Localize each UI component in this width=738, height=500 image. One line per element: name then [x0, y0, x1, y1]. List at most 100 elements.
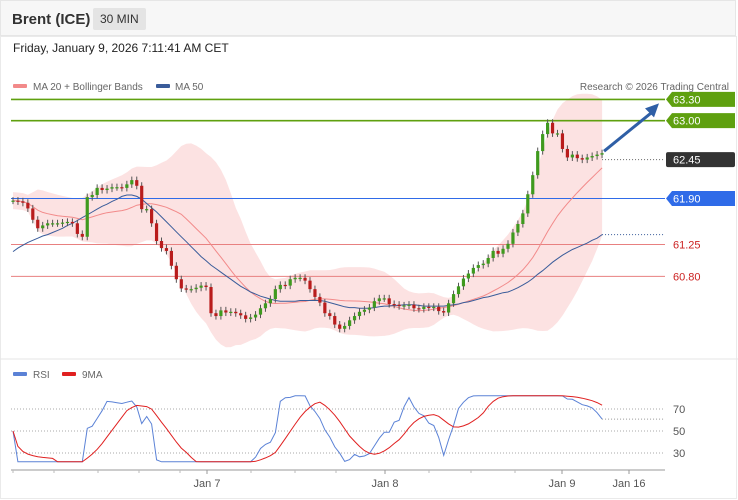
arrow-head [645, 103, 659, 118]
x-tick-label: Jan 7 [194, 478, 221, 490]
candle-body [481, 263, 485, 266]
candle-body [392, 304, 396, 306]
candle-body [130, 180, 134, 185]
candle-body [521, 213, 525, 225]
candle-body [31, 208, 35, 220]
candle-body [169, 250, 173, 266]
candle-body [278, 284, 282, 290]
candle-body [145, 209, 149, 211]
ma50-line [12, 194, 603, 309]
candle-body [214, 313, 218, 317]
candle-body [412, 304, 416, 309]
candle-body [189, 289, 193, 291]
candle-body [140, 185, 144, 210]
candle-body [357, 311, 362, 317]
candle-body [224, 310, 228, 313]
candle-body [447, 303, 451, 313]
legend-swatch-rsi [13, 372, 27, 376]
bollinger-band-area [13, 93, 603, 348]
candle-body [51, 223, 55, 225]
candle-body [234, 311, 238, 314]
candle-body [70, 221, 74, 224]
candle-body [239, 313, 243, 316]
candle-body [179, 279, 183, 289]
candle-body [422, 306, 426, 309]
legend-swatch-ma50 [156, 84, 170, 88]
rsi-level-label-70: 70 [673, 404, 685, 416]
projection-arrow [603, 103, 659, 153]
candle-body [194, 287, 198, 290]
candle-body [437, 306, 441, 312]
moving-averages [12, 167, 665, 312]
candle-body [125, 184, 129, 188]
candle-body [26, 202, 30, 209]
candle-body [80, 233, 84, 237]
candle-body [328, 313, 332, 317]
resistance-label-0: 63.30 [673, 94, 701, 106]
legend-label-ma20: MA 20 + Bollinger Bands [33, 82, 143, 93]
candle-body [258, 308, 263, 315]
candle-body [511, 232, 515, 244]
candle-body [486, 257, 490, 264]
candle-body [546, 122, 550, 135]
candle-body [36, 219, 40, 229]
rsi-level-label-50: 50 [673, 426, 685, 438]
candle-body [55, 223, 60, 225]
candle-body [456, 286, 461, 295]
candle-body [501, 248, 505, 254]
candle-body [100, 187, 104, 191]
candle-body [249, 317, 253, 319]
legend-swatch-9ma [62, 372, 76, 376]
candle-body [293, 277, 297, 280]
candle-body [159, 241, 164, 249]
bollinger-bands [13, 93, 603, 348]
price-levels: 63.30 63.00 62.45 61.90 61.25 60.80 [11, 91, 735, 283]
candle-body [565, 148, 569, 158]
candle-body [90, 194, 94, 198]
candle-body [174, 265, 178, 280]
candle-body [461, 278, 466, 287]
candle-body [476, 265, 480, 268]
candle-body [451, 294, 456, 304]
time-axis: Jan 7 Jan 8 Jan 9 Jan 16 [11, 469, 665, 490]
candle-body [219, 310, 223, 317]
candle-body [506, 243, 510, 249]
candle-body [333, 316, 337, 325]
candle-body [496, 250, 500, 254]
candle-body [362, 309, 367, 312]
instrument-title: Brent (ICE) [12, 11, 91, 28]
candle-body [595, 154, 599, 157]
legend-swatch-ma20 [13, 84, 27, 88]
candle-body [85, 197, 89, 237]
pivot-label-3: 61.90 [673, 194, 701, 206]
candle-body [432, 306, 436, 309]
support-label-4: 61.25 [673, 240, 701, 252]
candle-body [550, 122, 555, 134]
candle-body [318, 296, 322, 303]
candle-body [417, 308, 421, 310]
chart-header: Brent (ICE) 30 MIN [0, 0, 736, 36]
candle-body [283, 284, 287, 287]
candle-body [303, 277, 307, 281]
chart-frame [0, 36, 737, 499]
last-price-badge [666, 152, 735, 168]
candle-body [491, 250, 495, 258]
arrow-shaft [603, 110, 654, 153]
candle-body [555, 133, 560, 135]
candle-body [348, 320, 352, 326]
candle-body [65, 221, 70, 224]
candle-body [580, 158, 584, 160]
candle-body [308, 280, 312, 290]
legend-label-9ma: 9MA [82, 370, 103, 381]
timeframe-badge[interactable]: 30 MIN [93, 8, 146, 30]
candle-body [115, 187, 119, 189]
candle-body [442, 311, 446, 313]
candle-body [560, 133, 565, 149]
rsi-legend: RSI 9MA [13, 370, 103, 381]
candle-body [298, 277, 302, 280]
candle-body [110, 187, 114, 189]
support-label-5: 60.80 [673, 271, 701, 283]
x-tick-label: Jan 8 [372, 478, 399, 490]
candle-body [407, 304, 411, 306]
candle-body [382, 298, 386, 300]
